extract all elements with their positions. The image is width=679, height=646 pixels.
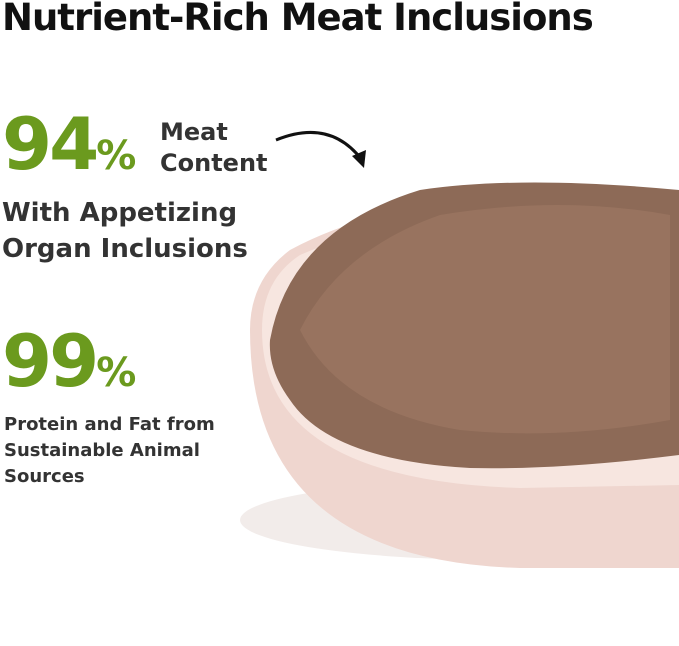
- stat-unit: %: [96, 133, 137, 179]
- text-line: With Appetizing: [2, 198, 238, 228]
- label-line: Meat: [160, 118, 228, 146]
- stat-unit: %: [96, 350, 137, 396]
- protein-fat-stat: 99%: [2, 325, 136, 397]
- stat-value: 94: [2, 102, 99, 186]
- organ-inclusions-text: With Appetizing Organ Inclusions: [2, 195, 248, 267]
- bowl-image: [240, 182, 679, 568]
- text-line: Organ Inclusions: [2, 234, 248, 264]
- protein-fat-text: Protein and Fat from Sustainable Animal So…: [4, 412, 215, 490]
- stat-value: 99: [2, 319, 99, 403]
- text-line: Protein and Fat from: [4, 414, 215, 435]
- label-line: Content: [160, 149, 268, 177]
- text-line: Sources: [4, 466, 85, 487]
- meat-content-stat: 94%: [2, 108, 136, 180]
- arrow-icon: [275, 130, 364, 161]
- arrow-head-icon: [352, 150, 366, 168]
- meat-content-label: Meat Content: [160, 117, 268, 179]
- text-line: Sustainable Animal: [4, 440, 200, 461]
- page-title: Nutrient-Rich Meat Inclusions: [2, 0, 594, 39]
